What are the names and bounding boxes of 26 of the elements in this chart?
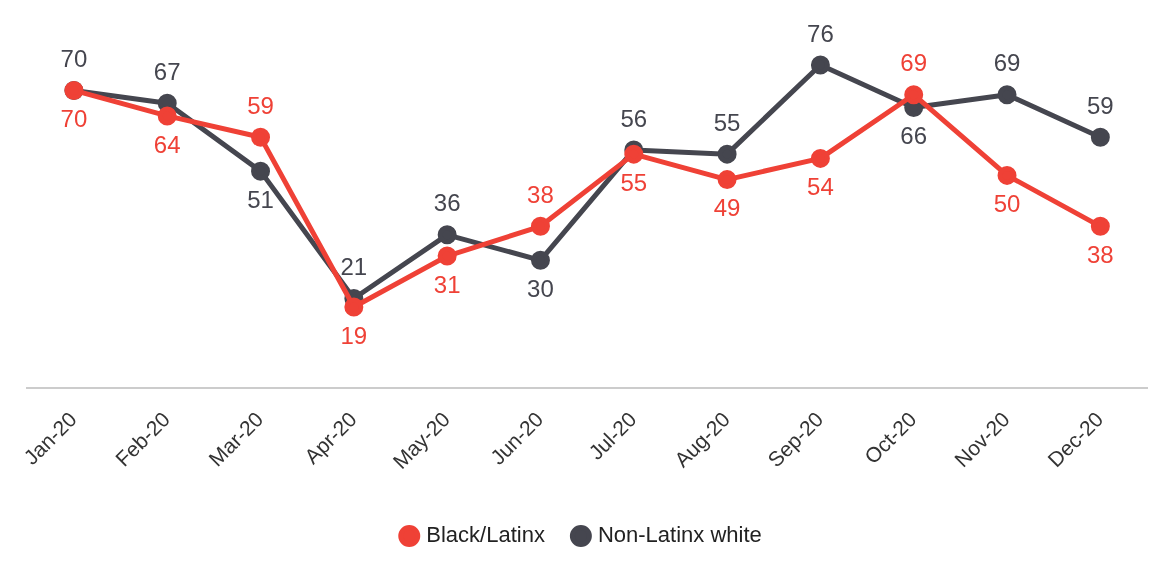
data-label: 64 [153, 130, 181, 158]
data-label: 49 [713, 194, 741, 222]
data-label: 56 [620, 104, 648, 132]
data-label: 66 [900, 122, 928, 150]
data-label: 36 [433, 189, 461, 217]
data-label: 19 [340, 321, 368, 349]
data-label: 55 [713, 108, 741, 136]
data-label: 51 [247, 185, 274, 213]
data-label: 70 [60, 105, 88, 133]
data-label: 69 [900, 49, 928, 77]
data-label: 38 [527, 180, 554, 208]
legend-label: Non-Latinx white [597, 522, 762, 548]
data-label: 21 [340, 253, 368, 281]
data-label: 76 [807, 19, 834, 47]
legend-label: Black/Latinx [426, 522, 545, 548]
data-label: 69 [993, 49, 1021, 77]
data-label: 67 [153, 57, 181, 85]
data-label: 54 [807, 173, 834, 201]
data-label: 59 [247, 91, 274, 119]
data-label: 30 [527, 274, 554, 302]
data-label: 31 [433, 270, 461, 298]
data-label: 55 [620, 168, 648, 196]
data-label: 59 [1086, 91, 1114, 119]
data-label: 38 [1086, 240, 1114, 268]
data-label: 70 [60, 45, 88, 73]
data-label: 50 [993, 190, 1021, 217]
